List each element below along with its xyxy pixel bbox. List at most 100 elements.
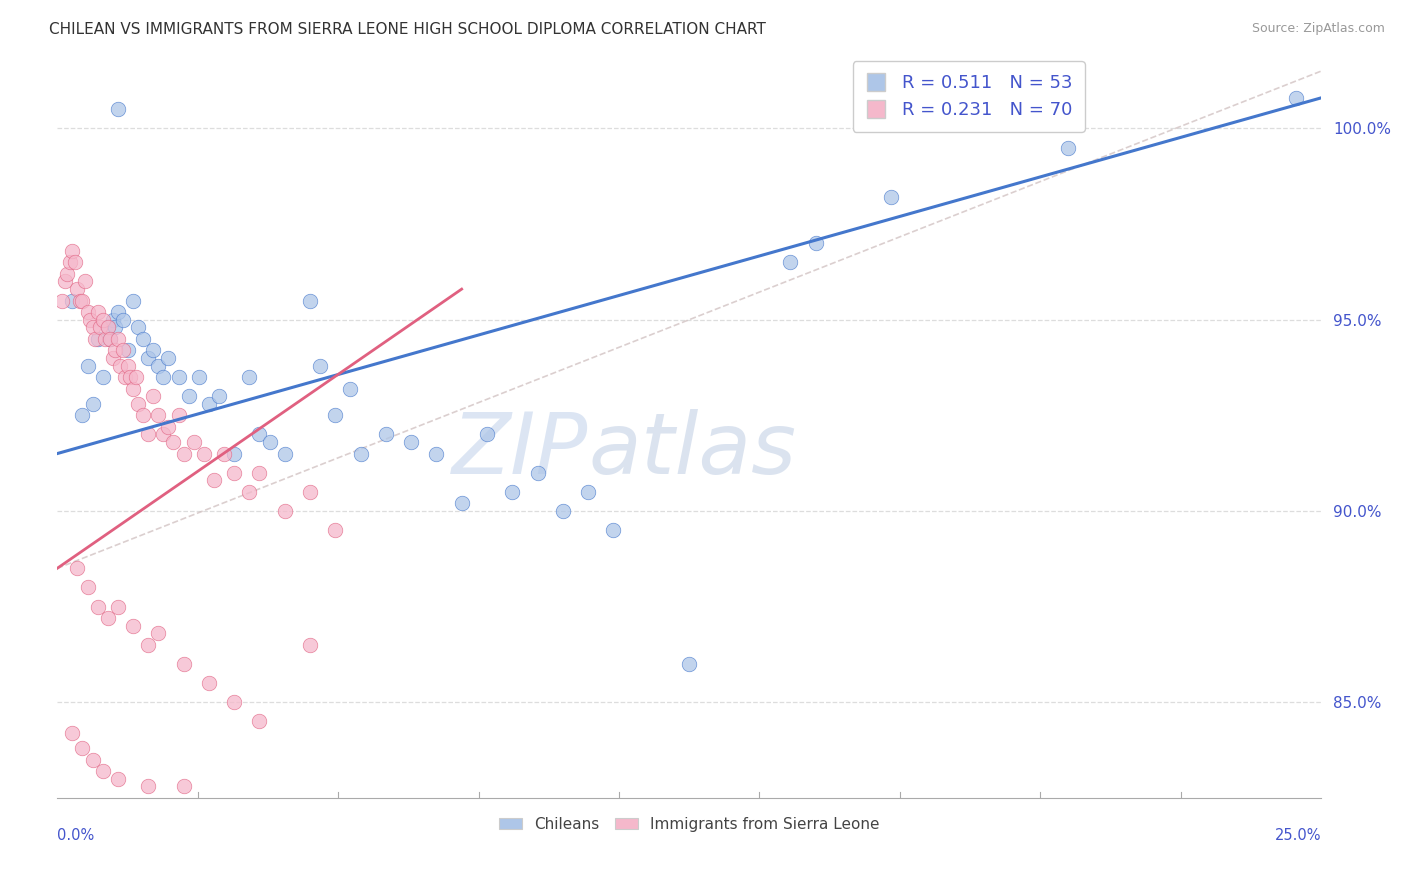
Point — [91, 370, 114, 384]
Point — [526, 466, 548, 480]
Text: 25.0%: 25.0% — [1275, 829, 1322, 844]
Point — [273, 447, 295, 461]
Point — [212, 447, 235, 461]
Point — [136, 638, 159, 652]
Point — [880, 190, 903, 204]
Point — [107, 332, 129, 346]
Point — [98, 332, 121, 346]
Point — [349, 447, 371, 461]
Point — [152, 427, 174, 442]
Point — [173, 657, 195, 671]
Point — [122, 382, 145, 396]
Point — [111, 312, 134, 326]
Point — [107, 103, 129, 117]
Point — [249, 714, 271, 729]
Text: CHILEAN VS IMMIGRANTS FROM SIERRA LEONE HIGH SCHOOL DIPLOMA CORRELATION CHART: CHILEAN VS IMMIGRANTS FROM SIERRA LEONE … — [49, 22, 766, 37]
Point — [425, 447, 447, 461]
Point — [374, 427, 396, 442]
Point — [323, 523, 346, 537]
Point — [101, 351, 124, 365]
Point — [86, 332, 108, 346]
Point — [157, 419, 180, 434]
Point — [148, 626, 170, 640]
Text: Source: ZipAtlas.com: Source: ZipAtlas.com — [1251, 22, 1385, 36]
Point — [678, 657, 700, 671]
Text: atlas: atlas — [588, 409, 796, 492]
Point — [167, 409, 190, 423]
Point — [110, 359, 132, 373]
Point — [86, 599, 108, 614]
Point — [51, 293, 73, 308]
Point — [59, 255, 82, 269]
Point — [132, 409, 155, 423]
Point — [60, 726, 83, 740]
Point — [69, 293, 91, 308]
Point — [249, 427, 271, 442]
Point — [298, 293, 321, 308]
Point — [501, 484, 523, 499]
Point — [298, 484, 321, 499]
Point — [198, 397, 221, 411]
Point — [167, 370, 190, 384]
Point — [450, 496, 472, 510]
Point — [1057, 140, 1080, 154]
Point — [107, 772, 129, 786]
Point — [193, 447, 215, 461]
Point — [91, 764, 114, 778]
Point — [97, 611, 120, 625]
Point — [76, 359, 98, 373]
Point — [187, 370, 209, 384]
Point — [142, 343, 165, 358]
Point — [122, 618, 145, 632]
Point — [84, 332, 107, 346]
Point — [309, 359, 332, 373]
Point — [602, 523, 624, 537]
Point — [1285, 91, 1308, 105]
Point — [86, 305, 108, 319]
Point — [148, 409, 170, 423]
Point — [148, 359, 170, 373]
Point — [779, 255, 801, 269]
Point — [399, 435, 422, 450]
Point — [98, 332, 121, 346]
Point — [238, 484, 260, 499]
Point — [104, 320, 127, 334]
Point — [76, 581, 98, 595]
Point — [76, 305, 98, 319]
Point — [66, 561, 89, 575]
Point — [173, 780, 195, 794]
Point — [224, 466, 246, 480]
Point — [273, 504, 295, 518]
Point — [208, 389, 231, 403]
Point — [82, 320, 104, 334]
Point — [173, 447, 195, 461]
Point — [152, 370, 174, 384]
Point — [63, 255, 86, 269]
Point — [224, 447, 246, 461]
Point — [551, 504, 574, 518]
Point — [117, 359, 139, 373]
Point — [183, 435, 205, 450]
Point — [79, 312, 101, 326]
Point — [339, 382, 361, 396]
Point — [136, 351, 159, 365]
Point — [136, 427, 159, 442]
Point — [66, 282, 89, 296]
Point — [298, 638, 321, 652]
Point — [475, 427, 498, 442]
Point — [142, 389, 165, 403]
Point — [198, 676, 221, 690]
Point — [56, 267, 79, 281]
Text: ZIP: ZIP — [451, 409, 588, 492]
Point — [132, 332, 155, 346]
Point — [122, 293, 145, 308]
Point — [202, 474, 225, 488]
Point — [157, 351, 180, 365]
Point — [177, 389, 200, 403]
Point — [60, 293, 83, 308]
Point — [323, 409, 346, 423]
Point — [120, 370, 142, 384]
Point — [114, 370, 136, 384]
Text: 0.0%: 0.0% — [58, 829, 94, 844]
Point — [224, 695, 246, 709]
